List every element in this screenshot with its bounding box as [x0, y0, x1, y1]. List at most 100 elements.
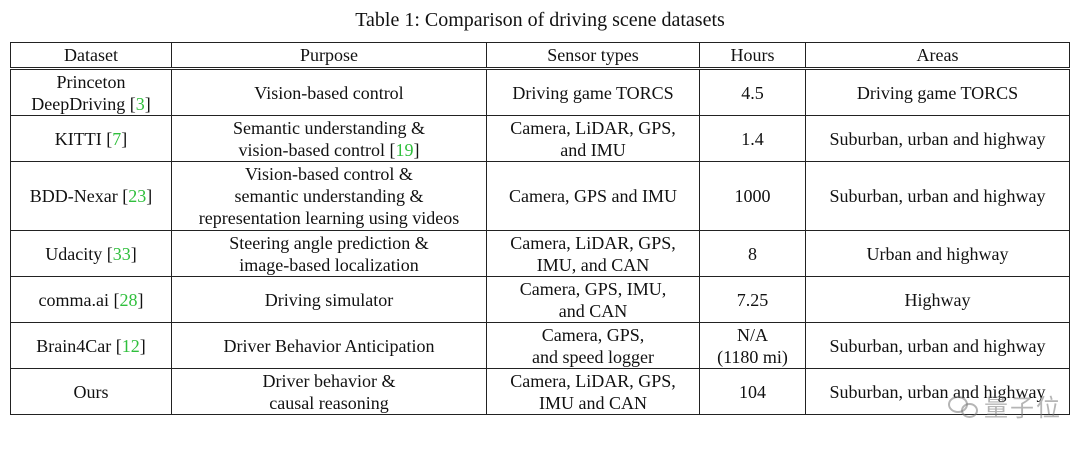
cell-sensor-types-text: Camera, GPS, [541, 324, 645, 345]
cell-purpose-text: semantic understanding & [234, 186, 424, 206]
cell-dataset-line: comma.ai 28 [15, 289, 167, 311]
cell-dataset: Udacity 33 [10, 230, 172, 277]
cell-hours: 7.25 [699, 276, 806, 323]
cell-hours: 4.5 [699, 68, 806, 116]
cell-purpose-text: Vision-based control [254, 82, 404, 103]
cell-sensor-types-text: IMU and CAN [539, 392, 647, 413]
cell-areas: Urban and highway [805, 230, 1070, 277]
cell-sensor-types-line: Camera, GPS, IMU, [491, 278, 695, 300]
cell-purpose-line: Steering angle prediction & [176, 232, 482, 254]
cell-sensor-types: Camera, GPS and IMU [486, 161, 700, 231]
cell-areas: Suburban, urban and highway [805, 368, 1070, 415]
cell-purpose-text: Vision-based control & [245, 164, 413, 184]
header-hours: Hours [699, 42, 806, 70]
cell-dataset: BDD-Nexar 23 [10, 161, 172, 231]
cell-sensor-types-line: Camera, LiDAR, GPS, [491, 232, 695, 254]
cell-purpose-line: Vision-based control & [176, 163, 482, 185]
cell-hours-line: 1000 [704, 185, 801, 207]
citation-number: 28 [119, 289, 138, 310]
cell-sensor-types-text: Driving game TORCS [512, 82, 674, 103]
cell-purpose: Vision-based control & semantic understan… [171, 161, 487, 231]
cell-hours-line: 4.5 [704, 82, 801, 104]
cell-purpose-line: semantic understanding & [176, 185, 482, 207]
cell-hours-text: 7.25 [736, 289, 769, 310]
cell-purpose-text: image-based localization [239, 254, 419, 275]
cell-dataset-text: Brain4Car [36, 335, 112, 356]
citation-link[interactable]: 28 [109, 290, 144, 310]
cell-purpose-text: Driver behavior & [262, 370, 396, 391]
citation-link[interactable]: 23 [118, 186, 153, 206]
cell-purpose: Driver Behavior Anticipation [171, 322, 487, 369]
cell-dataset: Ours [10, 368, 172, 415]
cell-hours-text: N/A [737, 324, 768, 345]
citation-number: 7 [112, 128, 122, 149]
citation-link[interactable]: 12 [111, 336, 146, 356]
cell-sensor-types-text: IMU, and CAN [536, 254, 650, 275]
citation-number: 19 [395, 139, 414, 160]
citation-link[interactable]: 33 [102, 244, 137, 264]
cell-dataset-line: DeepDriving 3 [15, 93, 167, 115]
cell-dataset-text: comma.ai [38, 289, 109, 310]
cell-sensor-types: Camera, GPS, IMU, and CAN [486, 276, 700, 323]
cell-sensor-types: Camera, GPS, and speed logger [486, 322, 700, 369]
cell-purpose: Semantic understanding & vision-based con… [171, 115, 487, 162]
cell-sensor-types-text: Camera, GPS and IMU [509, 186, 677, 206]
cell-hours: 1000 [699, 161, 806, 231]
table-row: KITTI 7 Semantic understanding &vision-bas… [10, 115, 1070, 162]
cell-dataset-line: BDD-Nexar 23 [15, 185, 167, 207]
cell-purpose-text: representation learning using videos [198, 208, 460, 228]
cell-dataset-text: Princeton [56, 71, 126, 92]
cell-purpose-text: causal reasoning [269, 392, 389, 413]
cell-hours-line: 7.25 [704, 289, 801, 311]
table-row: BDD-Nexar 23 Vision-based control &semanti… [10, 161, 1070, 231]
cell-purpose-line: Semantic understanding & [176, 117, 482, 139]
citation-number: 12 [121, 335, 140, 356]
cell-sensor-types-line: Camera, LiDAR, GPS, [491, 117, 695, 139]
cell-hours-text: 1.4 [741, 128, 764, 149]
table-row: Brain4Car 12 Driver Behavior Anticipation C… [10, 322, 1070, 369]
citation-number: 23 [128, 186, 147, 206]
cell-areas: Driving game TORCS [805, 68, 1070, 116]
citation-link[interactable]: 19 [385, 140, 420, 160]
cell-dataset-text: KITTI [54, 128, 102, 149]
cell-purpose-line: representation learning using videos [176, 207, 482, 229]
cell-sensor-types-text: Camera, LiDAR, GPS, [510, 117, 676, 138]
cell-dataset-line: Ours [15, 381, 167, 403]
citation-link[interactable]: 7 [102, 129, 128, 149]
cell-purpose-text: Steering angle prediction & [229, 232, 429, 253]
citation-link[interactable]: 3 [125, 94, 151, 114]
cell-purpose-text: Driving simulator [264, 289, 394, 310]
cell-dataset-text: BDD-Nexar [29, 186, 118, 206]
table-row: comma.ai 28 Driving simulator Camera, GPS, … [10, 276, 1070, 323]
cell-sensor-types: Driving game TORCS [486, 68, 700, 116]
cell-purpose-text: vision-based control [238, 139, 385, 160]
table-row: Udacity 33 Steering angle prediction &imag… [10, 230, 1070, 277]
cell-sensor-types-text: and IMU [560, 139, 626, 160]
cell-areas: Suburban, urban and highway [805, 115, 1070, 162]
cell-sensor-types-line: and CAN [491, 300, 695, 322]
cell-hours: 1.4 [699, 115, 806, 162]
cell-purpose-line: Driver behavior & [176, 370, 482, 392]
cell-sensor-types-line: Driving game TORCS [491, 82, 695, 104]
cell-dataset-line: KITTI 7 [15, 128, 167, 150]
cell-purpose-line: Driver Behavior Anticipation [176, 335, 482, 357]
cell-hours-line: 104 [704, 381, 801, 403]
datasets-comparison-table: Dataset Purpose Sensor types Hours Areas… [10, 42, 1070, 415]
citation-number: 3 [135, 93, 145, 114]
cell-dataset-line: Udacity 33 [15, 243, 167, 265]
header-dataset: Dataset [10, 42, 172, 70]
cell-sensor-types-text: Camera, LiDAR, GPS, [510, 370, 676, 391]
cell-hours: 104 [699, 368, 806, 415]
cell-purpose: Driving simulator [171, 276, 487, 323]
cell-sensor-types-line: Camera, LiDAR, GPS, [491, 370, 695, 392]
cell-hours-line: N/A [704, 324, 801, 346]
cell-dataset-text: Udacity [45, 243, 103, 264]
cell-sensor-types-line: Camera, GPS, [491, 324, 695, 346]
cell-hours-text: (1180 mi) [717, 346, 788, 367]
cell-sensor-types-line: Camera, GPS and IMU [491, 185, 695, 207]
cell-dataset: Brain4Car 12 [10, 322, 172, 369]
cell-sensor-types-line: IMU and CAN [491, 392, 695, 414]
header-row: Dataset Purpose Sensor types Hours Areas [10, 42, 1070, 70]
